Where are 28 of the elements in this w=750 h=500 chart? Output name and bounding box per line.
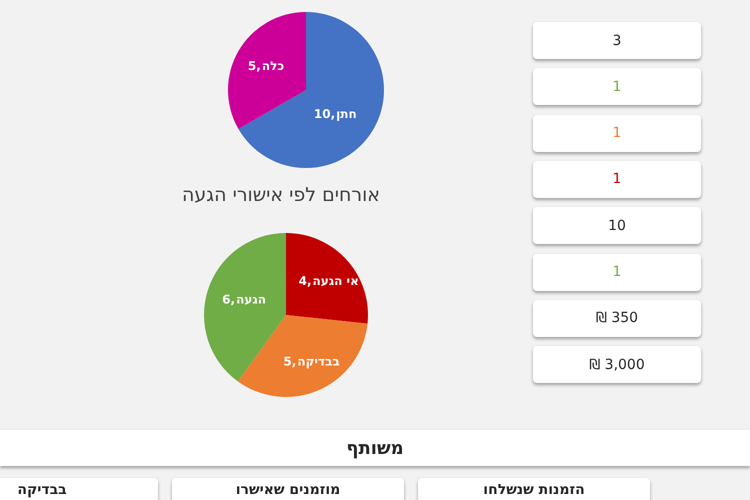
data-label: 5, — [283, 354, 296, 368]
pie-slice — [228, 12, 306, 129]
data-label: 6, — [222, 292, 236, 306]
text: 3,000 ₪ — [533, 346, 701, 384]
data-label: 10, — [314, 107, 336, 122]
text: מוזמנים שאישרו — [172, 478, 404, 500]
slice-label: הגעה — [236, 292, 266, 306]
data-label: 4, — [298, 274, 312, 288]
text: 1 — [533, 254, 701, 290]
chart-title: אורחים לפי אישורי הגעה — [180, 183, 381, 208]
text: 1 — [533, 68, 701, 106]
text: 350 ₪ — [533, 300, 701, 337]
pie-slice — [238, 315, 368, 397]
text: 10 — [533, 207, 701, 244]
text: בבדיקה — [0, 478, 158, 500]
text: משותף — [0, 430, 750, 466]
slice-label: כלה — [262, 58, 284, 73]
slice-label: אי הגעה — [312, 274, 359, 288]
pie-slice — [286, 233, 368, 324]
pie-slice — [238, 12, 384, 168]
text: 1 — [533, 160, 701, 198]
slice-label: חתן — [336, 107, 357, 122]
slice-label: בבדיקה — [297, 354, 340, 368]
text: הזמנות שנשלחו — [418, 478, 650, 500]
text: 3 — [533, 22, 701, 59]
text: 1 — [533, 114, 701, 152]
data-label: 5, — [248, 58, 261, 73]
pie-slice — [204, 233, 286, 382]
